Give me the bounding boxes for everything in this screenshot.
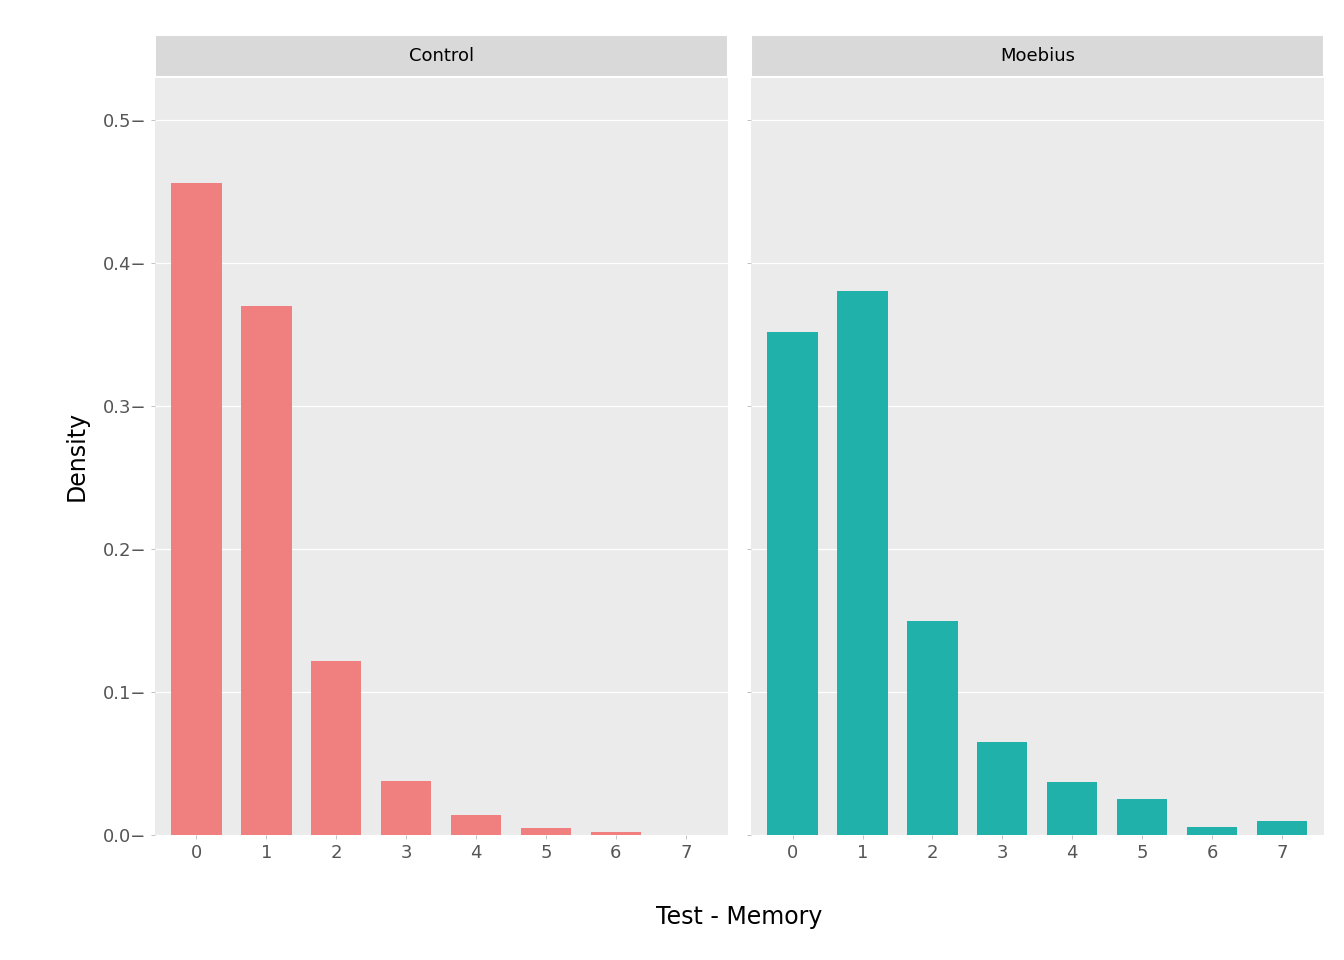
Bar [767,331,817,835]
Bar [907,620,957,835]
Bar [382,780,431,835]
Bar [171,182,222,835]
Bar [452,815,501,835]
Bar [1257,821,1308,835]
Bar [1117,800,1168,835]
FancyBboxPatch shape [155,36,727,77]
Bar [977,742,1027,835]
FancyBboxPatch shape [751,36,1324,77]
Text: Moebius: Moebius [1000,47,1075,65]
Bar [837,292,887,835]
Bar [1047,782,1097,835]
Bar [310,660,362,835]
Text: Test - Memory: Test - Memory [656,904,823,929]
Bar [591,832,641,835]
Y-axis label: Density: Density [65,411,89,501]
Bar [1187,827,1238,835]
Bar [241,305,292,835]
Bar [521,828,571,835]
Text: Control: Control [409,47,473,65]
